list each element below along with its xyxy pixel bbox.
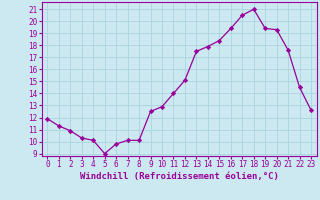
X-axis label: Windchill (Refroidissement éolien,°C): Windchill (Refroidissement éolien,°C) [80, 172, 279, 181]
